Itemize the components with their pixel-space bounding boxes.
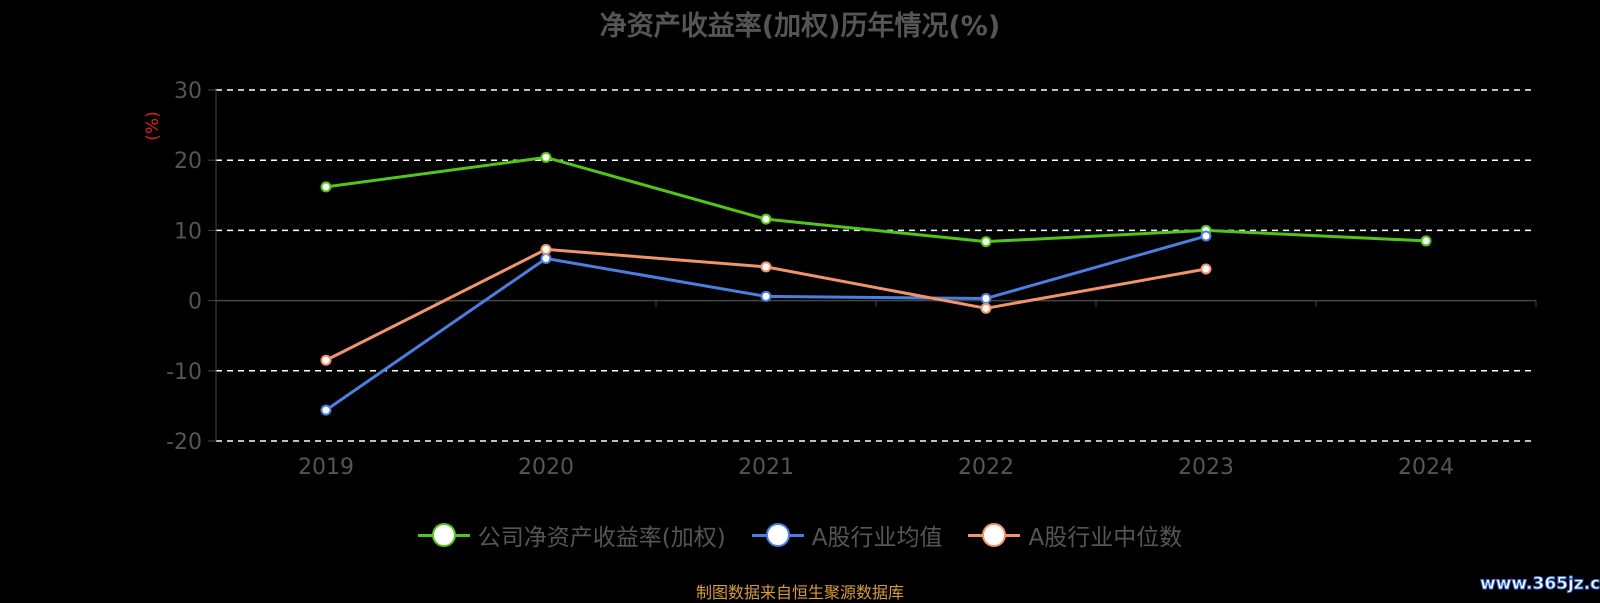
series-layer	[320, 151, 1432, 416]
x-tick-label: 2023	[1178, 455, 1234, 480]
data-point	[540, 151, 552, 163]
legend-marker-icon	[417, 523, 470, 547]
data-point	[980, 236, 992, 248]
legend-item-industry-average[interactable]: A股行业均值	[751, 518, 943, 552]
y-tick-label: 30	[174, 79, 202, 104]
x-tick-label: 2021	[738, 455, 794, 480]
legend-label: A股行业中位数	[1028, 525, 1183, 551]
data-point	[540, 243, 552, 255]
data-point	[320, 181, 332, 193]
legend-label: A股行业均值	[811, 525, 943, 551]
data-point	[320, 404, 332, 416]
data-point	[980, 302, 992, 314]
legend-label: 公司净资产收益率(加权)	[477, 525, 726, 551]
y-tick-label: 0	[188, 290, 202, 315]
data-point	[760, 213, 772, 225]
data-point	[1200, 263, 1212, 275]
legend: 公司净资产收益率(加权) A股行业均值 A股行业中位数	[0, 518, 1600, 552]
data-point	[540, 252, 552, 264]
axis-layer: 30 20 10 0 -10 -20 2019 2020 2021 2022 2023 2024 (%)	[143, 79, 1537, 480]
data-point	[320, 354, 332, 366]
legend-item-industry-median[interactable]: A股行业中位数	[968, 518, 1182, 552]
x-tick-label: 2022	[958, 455, 1014, 480]
legend-marker-icon	[751, 523, 804, 547]
chart-title: 净资产收益率(加权)历年情况(%)	[599, 11, 1001, 42]
data-source-note: 制图数据来自恒生聚源数据库	[695, 583, 904, 602]
data-point	[760, 290, 772, 302]
legend-item-company-roe[interactable]: 公司净资产收益率(加权)	[417, 518, 726, 552]
y-tick-label: 20	[174, 149, 202, 174]
x-tick-label: 2019	[298, 455, 354, 480]
y-tick-label: -10	[166, 360, 202, 385]
y-tick-label: -20	[166, 430, 202, 455]
data-point	[760, 261, 772, 273]
y-tick-label: 10	[174, 219, 202, 244]
data-point	[980, 292, 992, 304]
legend-marker-icon	[968, 523, 1021, 547]
x-tick-label: 2024	[1398, 455, 1454, 480]
y-axis-label: (%)	[143, 111, 163, 140]
data-point	[1200, 230, 1212, 242]
series-line-0	[325, 155, 1427, 244]
site-watermark: www.365jz.com	[1480, 574, 1600, 595]
x-tick-label: 2020	[518, 455, 574, 480]
data-point	[1420, 235, 1432, 247]
grid-layer	[216, 89, 1536, 442]
